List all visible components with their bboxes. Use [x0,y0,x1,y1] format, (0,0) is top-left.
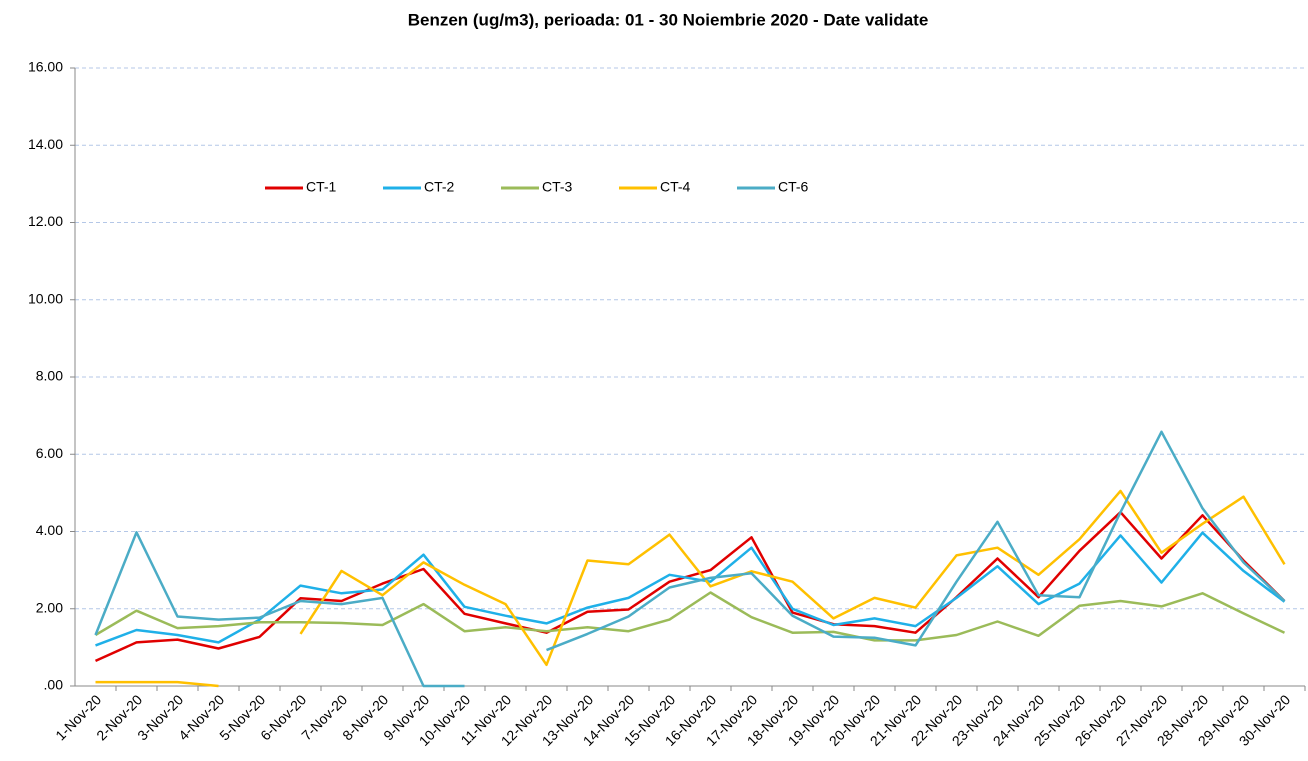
y-tick-label: .00 [44,677,64,693]
legend-label: CT-4 [660,179,691,195]
series-line [95,489,1286,688]
y-tick-label: 6.00 [36,445,63,461]
series-line [94,510,1286,663]
y-tick-label: 2.00 [36,599,63,615]
y-tick-label: 8.00 [36,368,63,384]
legend-label: CT-3 [542,179,573,195]
legend-label: CT-2 [424,179,455,195]
chart-title: Benzen (ug/m3), perioada: 01 - 30 Noiemb… [408,10,929,29]
legend-label: CT-1 [306,179,337,195]
series-line [95,531,1286,647]
series-line [94,591,1286,642]
y-tick-label: 12.00 [28,213,63,229]
series-line [94,430,1286,688]
y-tick-label: 10.00 [28,290,63,306]
y-tick-label: 4.00 [36,522,63,538]
y-tick-label: 16.00 [28,59,63,75]
y-tick-label: 14.00 [28,136,63,152]
legend-label: CT-6 [778,179,809,195]
